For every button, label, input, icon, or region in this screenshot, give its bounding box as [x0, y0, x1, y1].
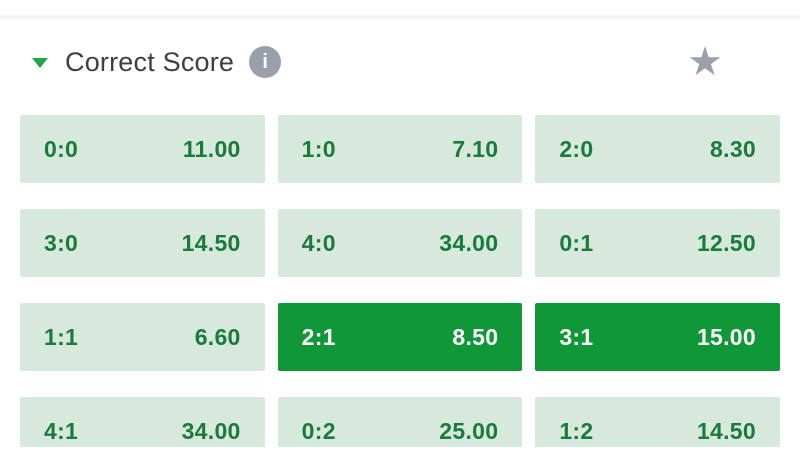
score-cell-0-1[interactable]: 0:1 12.50 — [535, 209, 780, 277]
score-cell-2-1[interactable]: 2:1 8.50 — [277, 303, 523, 371]
score-label: 3:1 — [559, 323, 594, 350]
score-label: 2:1 — [301, 323, 336, 350]
score-cell-0-0[interactable]: 0:0 11.00 — [20, 115, 265, 183]
score-label: 1:1 — [44, 323, 79, 350]
score-label: 3:0 — [44, 229, 79, 256]
odds-value: 11.00 — [182, 135, 241, 162]
score-cell-4-0[interactable]: 4:0 34.00 — [277, 209, 523, 277]
collapse-arrow-icon[interactable] — [32, 58, 48, 68]
score-label: 0:2 — [301, 417, 336, 444]
odds-value: 7.10 — [452, 135, 499, 162]
score-cell-0-2[interactable]: 0:2 25.00 — [277, 397, 523, 447]
odds-value: 12.50 — [696, 229, 756, 256]
market-header: Correct Score i ★ — [0, 40, 800, 84]
odds-value: 25.00 — [439, 417, 499, 444]
odds-value: 14.50 — [181, 229, 241, 256]
score-cell-1-2[interactable]: 1:2 14.50 — [535, 397, 780, 447]
market-title: Correct Score — [65, 46, 235, 77]
score-label: 1:2 — [559, 417, 594, 444]
odds-value: 34.00 — [181, 417, 241, 444]
correct-score-odds-grid: 0:0 11.00 1:0 7.10 2:0 8.30 3:0 14.50 4:… — [20, 115, 780, 447]
score-cell-3-1[interactable]: 3:1 15.00 — [535, 303, 780, 371]
info-icon[interactable]: i — [249, 46, 282, 78]
favorite-star-icon[interactable]: ★ — [687, 40, 723, 84]
odds-value: 14.50 — [696, 417, 756, 444]
score-label: 0:0 — [44, 135, 79, 162]
score-label: 1:0 — [301, 135, 336, 162]
odds-value: 6.60 — [194, 323, 241, 350]
score-label: 0:1 — [559, 229, 594, 256]
top-divider — [0, 15, 800, 19]
score-cell-3-0[interactable]: 3:0 14.50 — [20, 209, 265, 277]
odds-value: 8.30 — [710, 135, 756, 162]
odds-value: 15.00 — [696, 323, 756, 350]
score-label: 4:0 — [301, 229, 336, 256]
score-cell-2-0[interactable]: 2:0 8.30 — [535, 115, 780, 183]
score-label: 4:1 — [44, 417, 79, 444]
odds-value: 34.00 — [439, 229, 499, 256]
score-cell-4-1[interactable]: 4:1 34.00 — [20, 397, 265, 447]
score-cell-1-0[interactable]: 1:0 7.10 — [277, 115, 523, 183]
odds-value: 8.50 — [452, 323, 499, 350]
score-cell-1-1[interactable]: 1:1 6.60 — [20, 303, 265, 371]
score-label: 2:0 — [559, 135, 594, 162]
